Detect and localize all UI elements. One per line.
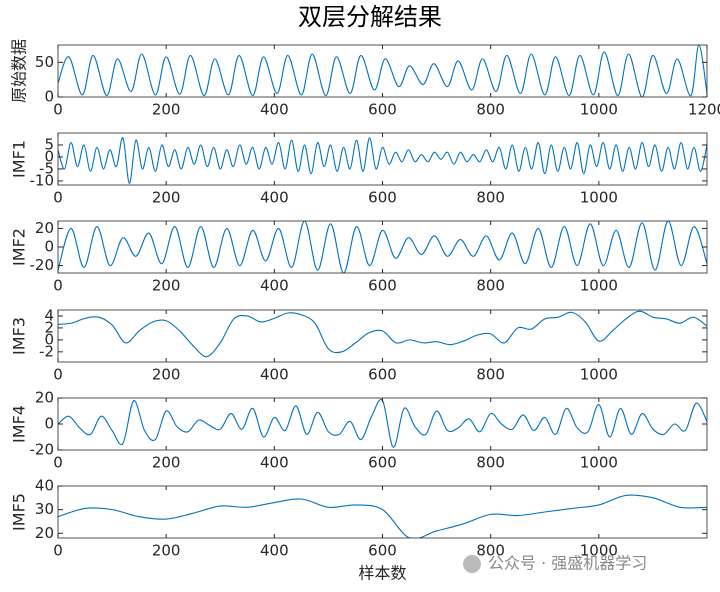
signal-line	[58, 494, 707, 538]
y-tick-label: -20	[30, 441, 55, 459]
x-tick-label: 1000	[580, 366, 618, 384]
y-axis-label: IMF5	[10, 493, 29, 531]
x-tick-label: 0	[53, 366, 63, 384]
x-tick-label: 600	[368, 277, 397, 295]
x-tick-label: 0	[53, 542, 63, 560]
watermark-text: 公众号 · 强盛机器学习	[488, 554, 647, 573]
y-tick-label: 20	[35, 389, 54, 407]
y-axis-label: IMF2	[10, 228, 29, 266]
x-tick-label: 800	[476, 454, 505, 472]
y-tick-label: 20	[35, 219, 54, 237]
y-tick-label: 0	[44, 238, 54, 256]
y-tick-label: 20	[35, 524, 54, 542]
x-tick-label: 400	[260, 542, 289, 560]
x-tick-label: 0	[53, 189, 63, 207]
signal-line	[58, 137, 707, 184]
y-axis-label: IMF3	[10, 317, 29, 355]
x-tick-label: 400	[260, 101, 289, 119]
y-tick-label: -5	[39, 159, 54, 177]
x-tick-label: 400	[260, 366, 289, 384]
y-tick-label: 0	[44, 330, 54, 348]
x-tick-label: 400	[260, 189, 289, 207]
y-tick-label: 0	[44, 415, 54, 433]
x-tick-label: 200	[152, 454, 181, 472]
x-axis-label: 样本数	[358, 564, 406, 583]
x-tick-label: 1000	[580, 101, 618, 119]
watermark: 公众号 · 强盛机器学习	[463, 554, 647, 573]
y-tick-label: 40	[35, 477, 54, 495]
y-axis-label: IMF1	[10, 140, 29, 178]
x-tick-label: 800	[476, 101, 505, 119]
y-tick-label: 0	[44, 147, 54, 165]
y-axis-label: 原始数据	[10, 39, 29, 103]
x-tick-label: 200	[152, 542, 181, 560]
x-tick-label: 1000	[580, 189, 618, 207]
y-tick-label: 2	[44, 318, 54, 336]
signal-line	[58, 221, 707, 273]
y-tick-label: 30	[35, 500, 54, 518]
x-tick-label: 600	[368, 101, 397, 119]
x-tick-label: 200	[152, 101, 181, 119]
x-tick-label: 1000	[580, 277, 618, 295]
x-tick-label: 800	[476, 189, 505, 207]
x-tick-label: 600	[368, 454, 397, 472]
y-axis-label: IMF4	[10, 405, 29, 443]
y-tick-label: 0	[44, 88, 54, 106]
y-tick-label: -10	[30, 171, 55, 189]
x-tick-label: 200	[152, 189, 181, 207]
x-tick-label: 600	[368, 189, 397, 207]
x-tick-label: 400	[260, 277, 289, 295]
x-tick-label: 0	[53, 101, 63, 119]
subplot: 0 200 400 600 800 1000 20 30 40 IMF5 样本数	[10, 477, 708, 583]
signal-line	[58, 310, 707, 358]
x-tick-label: 0	[53, 454, 63, 472]
y-tick-label: -2	[39, 342, 54, 360]
y-tick-label: 5	[44, 135, 54, 153]
x-tick-label: 400	[260, 454, 289, 472]
x-tick-label: 600	[368, 542, 397, 560]
x-tick-label: 600	[368, 366, 397, 384]
x-tick-label: 1000	[580, 454, 618, 472]
figure-title: 双层分解结果	[298, 3, 442, 31]
signal-line	[58, 45, 707, 97]
x-tick-label: 200	[152, 277, 181, 295]
y-tick-label: 50	[35, 53, 54, 71]
x-tick-label: 800	[476, 277, 505, 295]
x-tick-label: 1000	[580, 542, 618, 560]
y-tick-label: -20	[30, 256, 55, 274]
y-tick-label: 4	[44, 306, 54, 324]
x-tick-label: 800	[476, 542, 505, 560]
x-tick-label: 800	[476, 366, 505, 384]
x-tick-label: 0	[53, 277, 63, 295]
watermark-icon	[463, 555, 481, 573]
x-tick-label: 200	[152, 366, 181, 384]
